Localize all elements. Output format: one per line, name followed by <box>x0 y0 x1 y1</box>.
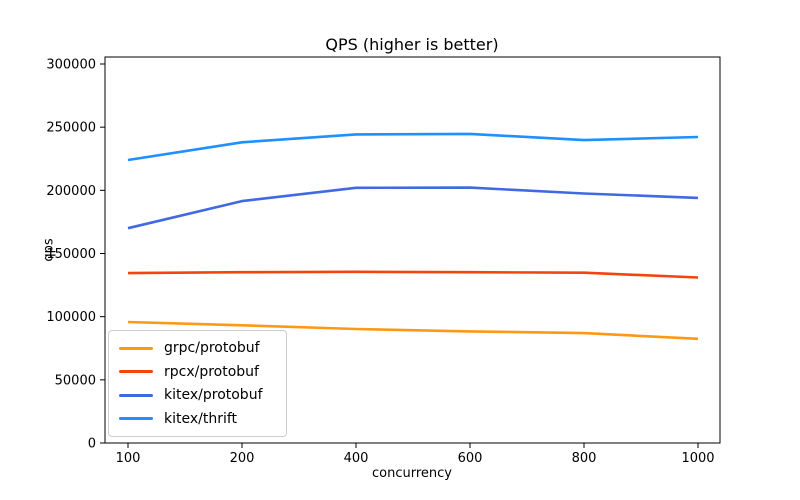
x-axis-label: concurrency <box>372 466 452 481</box>
x-tick-label: 800 <box>572 451 597 466</box>
legend-item-kitex-protobuf: kitex/protobuf <box>119 387 276 403</box>
chart-title: QPS (higher is better) <box>325 35 499 54</box>
legend-line-sample-kitex-protobuf <box>119 393 153 397</box>
legend-line-sample-rpcx <box>119 370 153 374</box>
series-line-grpc-protobuf <box>127 320 699 341</box>
series-line-rpcx-protobuf <box>127 270 699 279</box>
y-tick-label: 50000 <box>55 373 96 388</box>
legend-item-grpc-protobuf: grpc/protobuf <box>119 340 276 356</box>
legend-item-rpcx-protobuf: rpcx/protobuf <box>119 364 276 380</box>
series-line-kitex-protobuf <box>127 186 699 230</box>
y-tick-label: 250000 <box>46 121 96 136</box>
legend-label: kitex/thrift <box>164 410 238 427</box>
legend-label: rpcx/protobuf <box>164 363 259 380</box>
x-tick-label: 600 <box>458 451 483 466</box>
y-tick-label: 200000 <box>46 184 96 199</box>
y-tick-label: 300000 <box>46 58 96 73</box>
legend: grpc/protobuf rpcx/protobuf kitex/protob… <box>108 330 287 437</box>
x-tick-label: 100 <box>116 451 141 466</box>
legend-label: kitex/protobuf <box>164 387 263 404</box>
axes-box <box>104 56 721 444</box>
y-axis-label: qps <box>41 238 57 262</box>
legend-item-kitex-thrift: kitex/thrift <box>119 411 276 427</box>
x-tick-label: 400 <box>344 451 369 466</box>
x-tick-label: 1000 <box>681 451 714 466</box>
legend-label: grpc/protobuf <box>164 340 260 357</box>
y-tick-label: 100000 <box>46 310 96 325</box>
x-tick-label: 200 <box>230 451 255 466</box>
y-tick-label: 150000 <box>46 247 96 262</box>
legend-line-sample-kitex-thrift <box>119 417 153 421</box>
series-line-kitex-thrift <box>127 132 699 162</box>
legend-line-sample-grpc <box>119 346 153 350</box>
y-tick-label: 0 <box>88 437 96 452</box>
